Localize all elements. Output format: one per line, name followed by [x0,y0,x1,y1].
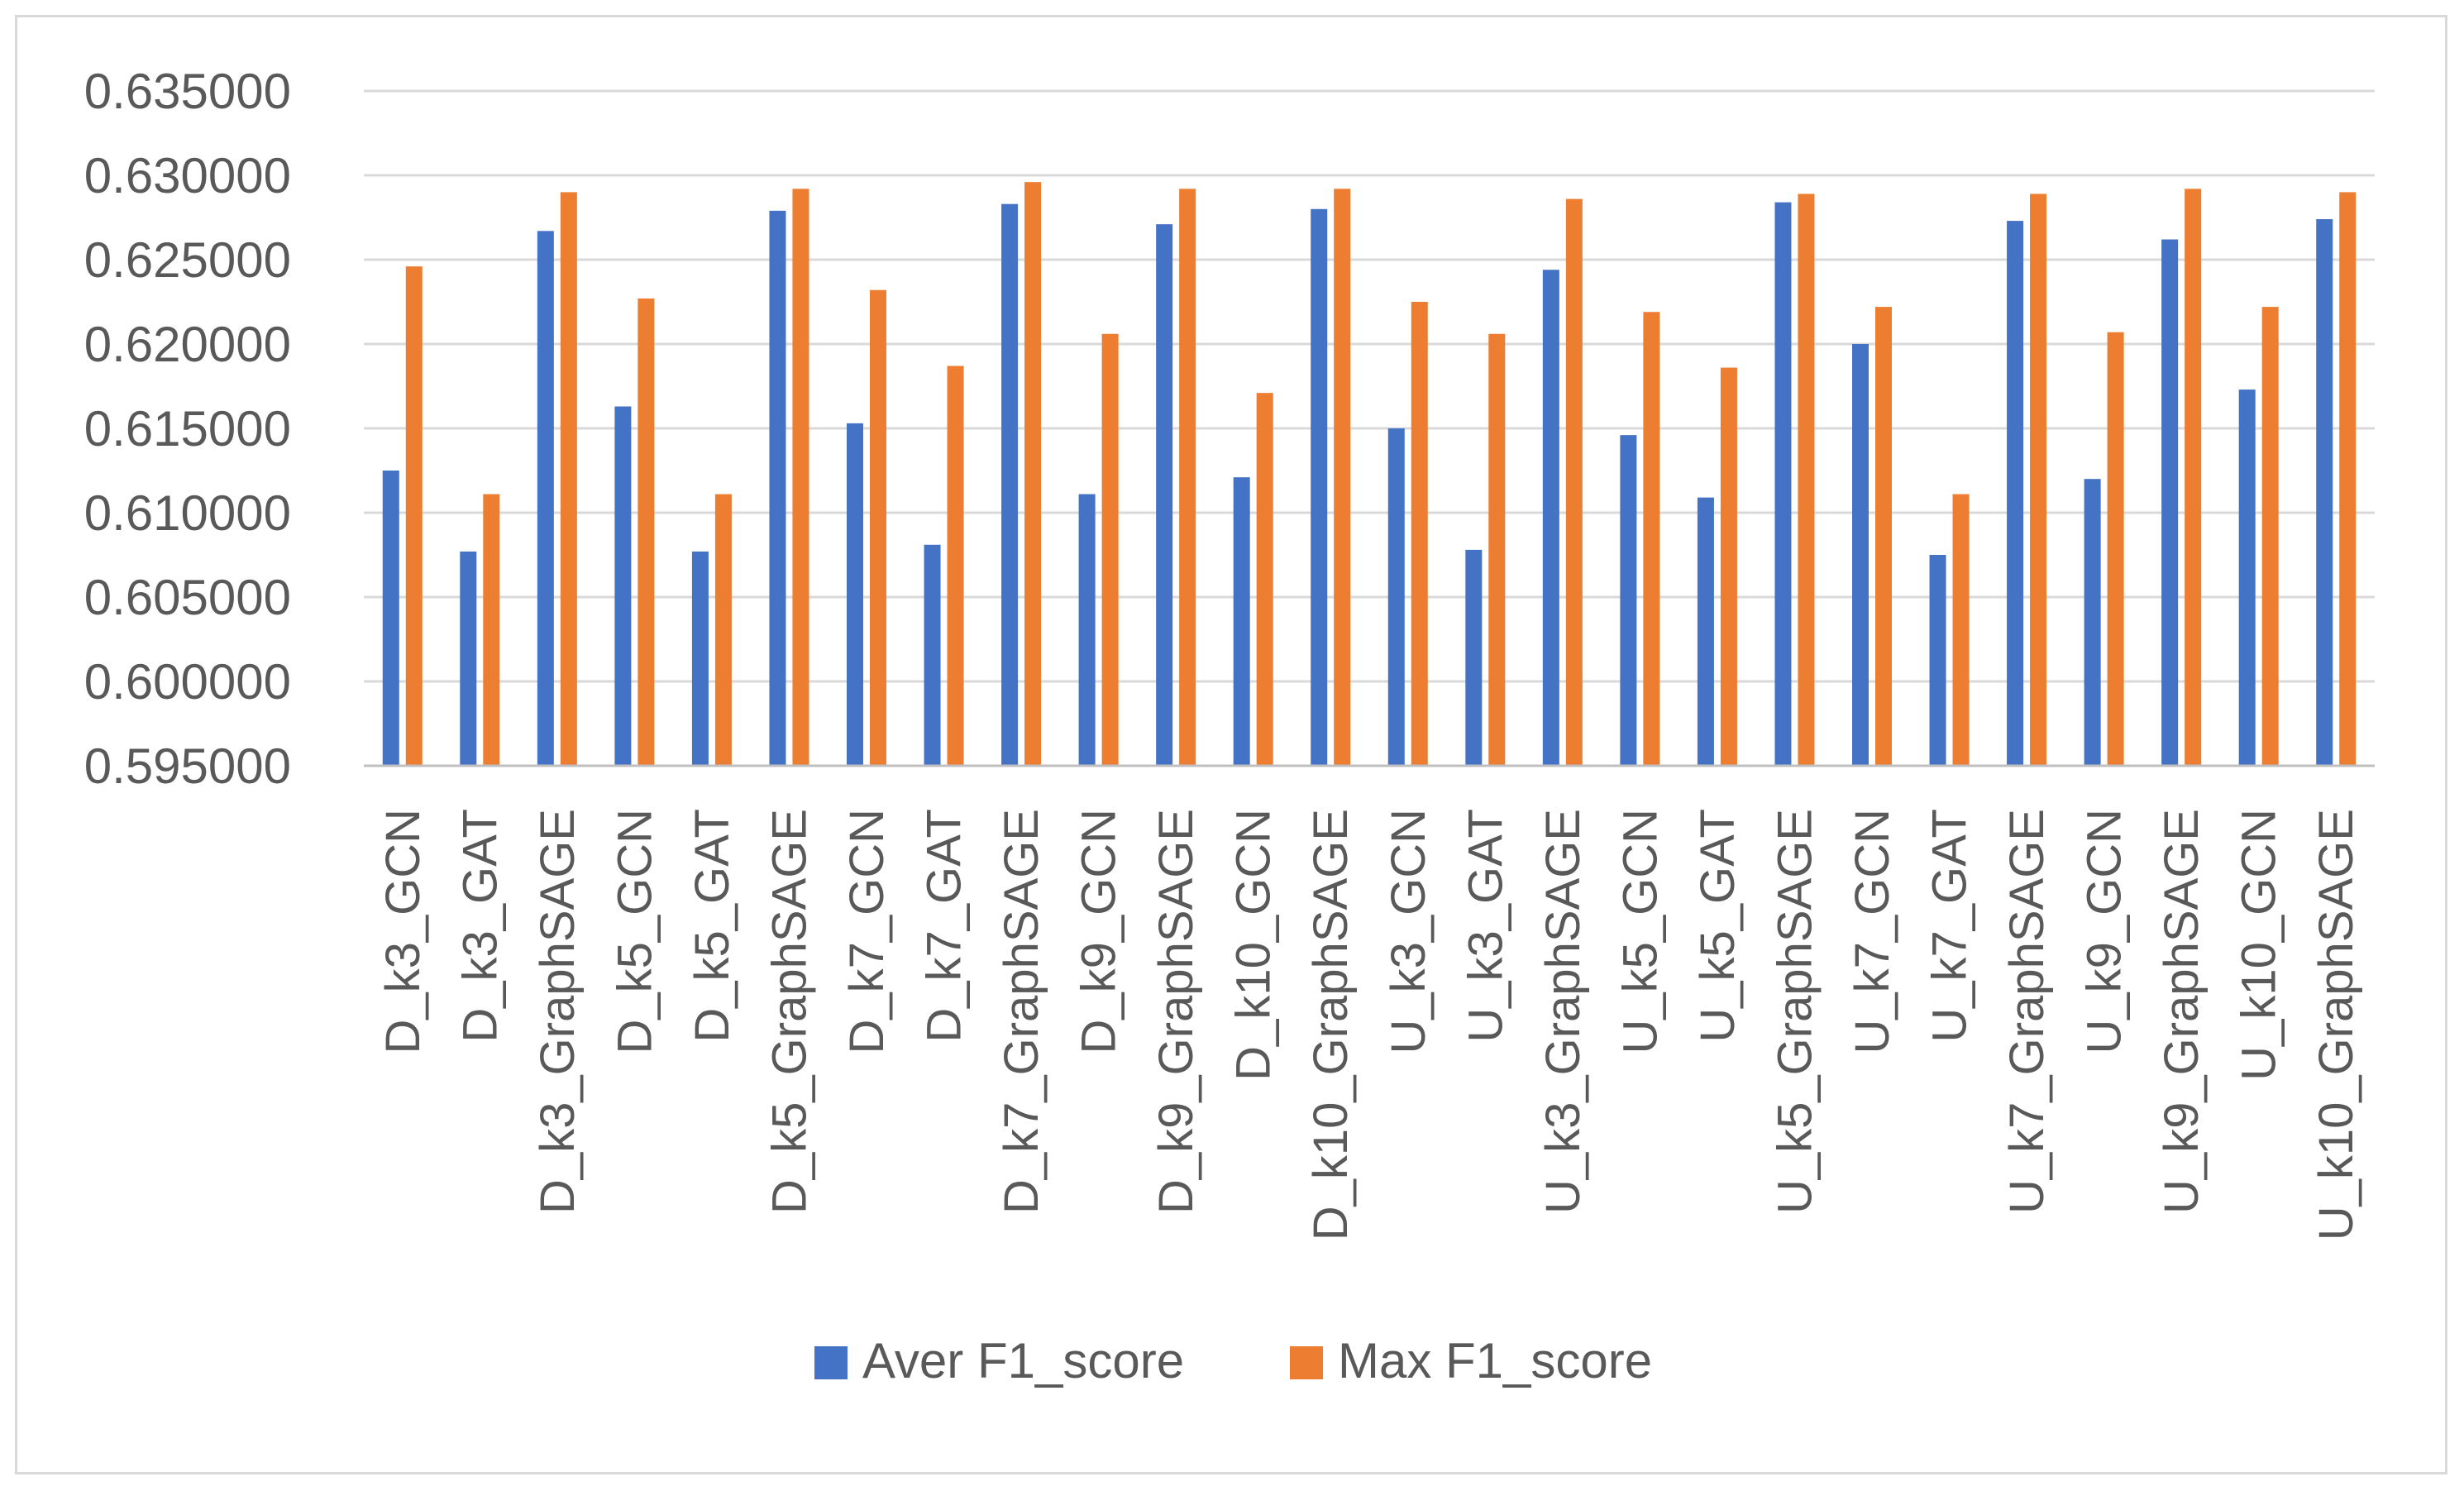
bar-aver-U_k9_GraphSAGE [2161,239,2179,766]
bar-aver-U_k7_GCN [1852,344,1869,766]
bar-max-D_k5_GAT [714,494,732,766]
x-tick-label: D_k3_GCN [376,809,430,1054]
x-tick-label: D_k3_GAT [453,809,507,1043]
bar-aver-D_k10_GraphSAGE [1311,208,1328,767]
bar-max-U_k10_GCN [2261,307,2279,766]
bar-max-U_k5_GAT [1720,367,1737,766]
bar-aver-U_k5_GraphSAGE [1774,202,1792,766]
y-tick-label: 0.600000 [84,654,291,710]
bar-max-D_k7_GCN [870,289,886,767]
bar-aver-D_k9_GCN [1078,494,1096,766]
legend-swatch-max [1290,1346,1323,1379]
x-tick-label: U_k9_GraphSAGE [2155,809,2209,1214]
bar-max-D_k5_GraphSAGE [792,189,809,766]
bar-aver-D_k10_GCN [1233,477,1250,766]
x-tick-label: D_k10_GraphSAGE [1304,809,1358,1240]
bar-max-D_k10_GraphSAGE [1334,189,1351,766]
x-tick-label: D_k5_GraphSAGE [762,809,816,1214]
x-tick-label: U_k3_GAT [1459,809,1512,1043]
x-tick-label: U_k10_GCN [2232,809,2286,1081]
x-tick-label: U_k3_GraphSAGE [1536,809,1590,1214]
legend: Aver F1_score Max F1_score [814,1333,1652,1388]
y-tick-label: 0.610000 [84,485,291,541]
bar-max-U_k7_GAT [1952,494,1970,766]
y-tick-label: 0.605000 [84,570,291,625]
x-tick-label: U_k7_GraphSAGE [2000,809,2054,1214]
bar-aver-D_k3_GraphSAGE [537,231,554,766]
legend-label-aver: Aver F1_score [862,1333,1184,1388]
x-tick-label: D_k5_GAT [685,809,739,1043]
bar-max-D_k3_GraphSAGE [560,192,577,766]
bar-max-D_k3_GAT [483,494,500,766]
y-tick-label: 0.615000 [84,401,291,456]
x-tick-label: D_k3_GraphSAGE [531,809,585,1214]
bar-aver-U_k3_GCN [1387,428,1405,766]
legend-swatch-aver [814,1346,848,1379]
x-tick-label: U_k5_GAT [1691,809,1745,1043]
bar-aver-D_k7_GraphSAGE [1001,203,1019,766]
y-tick-label: 0.630000 [84,148,291,203]
bar-max-U_k5_GCN [1643,312,1660,766]
bar-max-U_k3_GCN [1411,302,1428,766]
x-tick-label: D_k7_GraphSAGE [995,809,1048,1214]
x-tick-label: D_k7_GCN [840,809,894,1054]
bar-aver-D_k3_GAT [460,551,477,766]
bar-max-D_k9_GraphSAGE [1179,189,1196,766]
bar-max-U_k3_GraphSAGE [1565,198,1583,766]
bar-max-D_k10_GCN [1256,393,1273,766]
y-tick-label: 0.635000 [84,64,291,119]
bar-aver-D_k7_GCN [847,423,863,766]
y-tick-label: 0.620000 [84,317,291,372]
bar-max-D_k5_GCN [637,298,655,766]
x-tick-label: D_k9_GraphSAGE [1149,809,1203,1214]
bar-aver-U_k7_GAT [1929,555,1946,766]
bar-aver-D_k9_GraphSAGE [1156,224,1173,766]
legend-label-max: Max F1_score [1338,1333,1652,1388]
y-tick-label: 0.625000 [84,232,291,288]
bar-max-U_k10_GraphSAGE [2339,192,2357,766]
bar-max-U_k9_GCN [2107,332,2124,767]
x-tick-label: D_k10_GCN [1227,809,1281,1081]
bar-max-D_k3_GCN [405,266,423,766]
bar-max-D_k7_GraphSAGE [1024,182,1042,766]
bar-aver-U_k3_GAT [1465,549,1483,766]
x-tick-label: D_k7_GAT [918,809,972,1043]
bar-max-D_k7_GAT [947,366,964,766]
x-axis-category-labels: D_k3_GCN D_k3_GAT D_k3_GraphSAGE D_k5_GCN D_… [376,809,2363,1240]
x-tick-label: D_k9_GCN [1072,809,1126,1054]
bar-max-U_k5_GraphSAGE [1798,194,1815,766]
x-tick-label: D_k5_GCN [608,809,661,1054]
bar-aver-D_k5_GAT [691,551,709,766]
x-tick-label: U_k9_GCN [2078,809,2132,1054]
bar-aver-U_k9_GCN [2084,479,2101,766]
bar-max-U_k7_GCN [1875,307,1892,766]
bar-aver-D_k3_GCN [382,471,399,766]
bar-max-U_k3_GAT [1488,333,1506,766]
x-tick-label: U_k7_GCN [1846,809,1899,1054]
x-tick-label: U_k5_GCN [1613,809,1667,1054]
y-tick-label: 0.595000 [84,738,291,794]
x-tick-label: U_k7_GAT [1923,809,1977,1043]
bar-aver-U_k5_GAT [1697,497,1714,766]
y-axis-tick-labels: 0.595000 0.600000 0.605000 0.610000 0.615000… [84,64,291,794]
bar-max-U_k7_GraphSAGE [2030,194,2047,766]
bar-aver-D_k5_GraphSAGE [769,210,786,767]
gridlines [364,89,2375,683]
bar-aver-U_k7_GraphSAGE [2007,221,2024,767]
bars [382,182,2357,767]
bar-aver-D_k7_GAT [924,544,941,766]
bar-aver-U_k10_GraphSAGE [2316,219,2333,766]
bar-aver-U_k5_GCN [1620,435,1637,766]
x-tick-label: U_k5_GraphSAGE [1768,809,1822,1214]
bar-aver-U_k3_GraphSAGE [1542,270,1559,766]
bar-max-D_k9_GCN [1101,333,1119,766]
x-tick-label: U_k10_GraphSAGE [2309,809,2363,1240]
bar-max-U_k9_GraphSAGE [2185,189,2202,766]
bar-aver-D_k5_GCN [614,406,632,766]
x-tick-label: U_k3_GCN [1382,809,1435,1054]
bar-aver-U_k10_GCN [2238,389,2256,766]
